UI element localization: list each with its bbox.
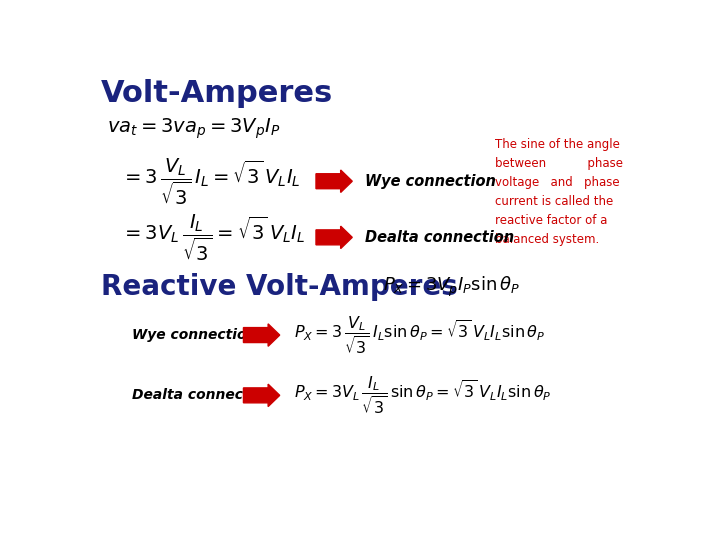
Text: Dealta connection: Dealta connection [364, 230, 513, 245]
Text: $= 3V_L\,\dfrac{I_L}{\sqrt{3}} = \sqrt{3}\,V_L I_L$: $= 3V_L\,\dfrac{I_L}{\sqrt{3}} = \sqrt{3… [121, 212, 305, 262]
FancyArrow shape [316, 170, 352, 192]
Text: Wye connection: Wye connection [132, 328, 256, 342]
FancyArrow shape [243, 324, 280, 346]
Text: Wye connection: Wye connection [364, 174, 495, 188]
Text: $va_t = 3va_p = 3V_p I_P$: $va_t = 3va_p = 3V_p I_P$ [107, 117, 280, 141]
FancyArrow shape [243, 384, 280, 407]
Text: The sine of the angle
between           phase
voltage   and   phase
current is c: The sine of the angle between phase volt… [495, 138, 623, 246]
FancyArrow shape [316, 226, 352, 248]
Text: Dealta connection: Dealta connection [132, 388, 274, 402]
Text: $P_X = 3V_L\,\dfrac{I_L}{\sqrt{3}}\,\sin\theta_P = \sqrt{3}\,V_L I_L \sin\theta_: $P_X = 3V_L\,\dfrac{I_L}{\sqrt{3}}\,\sin… [294, 375, 552, 416]
Text: Volt-Amperes: Volt-Amperes [101, 79, 333, 109]
Text: $= 3\,\dfrac{V_L}{\sqrt{3}}\,I_L = \sqrt{3}\,V_L I_L$: $= 3\,\dfrac{V_L}{\sqrt{3}}\,I_L = \sqrt… [121, 156, 300, 206]
Text: Reactive Volt-Amperes: Reactive Volt-Amperes [101, 273, 458, 301]
Text: $P_X = 3\,\dfrac{V_L}{\sqrt{3}}\,I_L \sin\theta_P = \sqrt{3}\,V_L I_L \sin\theta: $P_X = 3\,\dfrac{V_L}{\sqrt{3}}\,I_L \si… [294, 314, 545, 356]
Text: $P_X = 3V_p I_P \sin\theta_P$: $P_X = 3V_p I_P \sin\theta_P$ [383, 275, 520, 299]
